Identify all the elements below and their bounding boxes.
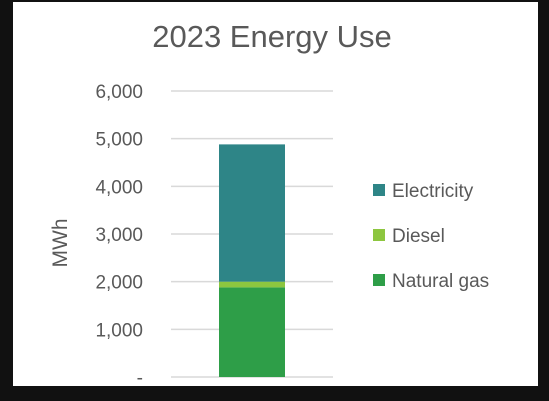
legend: Electricity Diesel Natural gas [373, 181, 489, 292]
legend-swatch-electricity [373, 184, 385, 196]
legend-label-electricity: Electricity [392, 181, 474, 202]
stacked-bar [219, 144, 285, 377]
bar-segment-natural-gas [219, 287, 285, 377]
y-tick-label: 5,000 [95, 130, 143, 151]
legend-label-natural-gas: Natural gas [392, 271, 489, 292]
y-tick-label: 1,000 [95, 320, 143, 341]
y-tick-label: 3,000 [95, 225, 143, 246]
y-tick-label: 4,000 [95, 177, 143, 198]
y-tick-labels: - 1,000 2,000 3,000 4,000 5,000 6,000 [95, 82, 143, 389]
bar-segment-electricity [219, 144, 285, 282]
legend-swatch-diesel [373, 229, 385, 241]
y-tick-label: 2,000 [95, 273, 143, 294]
y-axis-label: MWh [49, 219, 72, 268]
bar-segment-diesel [219, 281, 285, 288]
y-tick-label: - [137, 368, 143, 389]
legend-label-diesel: Diesel [392, 226, 445, 247]
chart-title: 2023 Energy Use [152, 19, 392, 54]
legend-swatch-natural-gas [373, 274, 385, 286]
y-tick-label: 6,000 [95, 82, 143, 103]
